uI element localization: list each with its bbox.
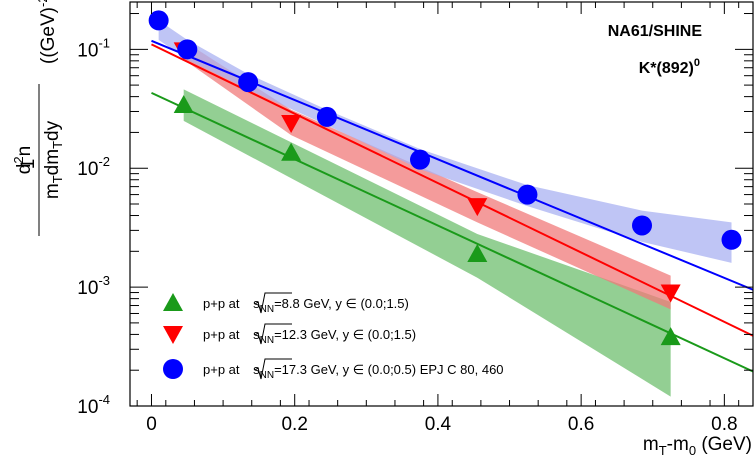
y-tick-label-2: 10-3 xyxy=(77,273,110,299)
legend-marker-series-3 xyxy=(163,359,183,379)
y-tick-label-1: 10-4 xyxy=(77,392,110,418)
y-tick-label-4: 10-1 xyxy=(77,35,110,61)
legend: p+p at sNN=8.8 GeV, y ∈ (0.0;1.5) p+p at … xyxy=(163,292,504,381)
legend-label-series-1: p+p at sNN=8.8 GeV, y ∈ (0.0;1.5) xyxy=(203,296,409,315)
annotation: NA61/SHINE K*(892)0 xyxy=(608,23,703,77)
x-tick-label-1: 0 xyxy=(146,414,157,435)
point-series-3-3 xyxy=(238,72,259,93)
point-series-3-7 xyxy=(632,215,653,236)
legend-sqrt-sign-series-1 xyxy=(254,292,292,314)
band-series-2 xyxy=(183,40,671,310)
axes-ticks: 0 0.2 0.4 0.6 0.8 10-4 10-3 10-2 10-1 xyxy=(77,2,753,435)
legend-marker-series-2 xyxy=(163,326,183,344)
x-tick-label-2: 0.2 xyxy=(281,414,307,435)
point-series-1-2 xyxy=(281,142,302,161)
point-series-3-4 xyxy=(316,106,337,127)
point-series-2-2 xyxy=(281,115,302,134)
point-series-3-8 xyxy=(721,229,742,250)
y-tick-label-3: 10-2 xyxy=(77,154,110,180)
point-series-2-4 xyxy=(660,284,681,303)
y-label-numerator: d2n xyxy=(11,146,35,174)
annotation-particle-sup: 0 xyxy=(694,57,700,69)
data-points xyxy=(148,10,742,346)
x-tick-label-5: 0.8 xyxy=(711,414,737,435)
x-axis-label: mT-m0 (GeV) xyxy=(643,434,752,458)
legend-label-series-2: p+p at sNN=12.3 GeV, y ∈ (0.0;1.5) xyxy=(203,327,416,346)
band-series-3 xyxy=(158,20,732,263)
uncertainty-bands xyxy=(158,20,732,397)
legend-label-series-3: p+p at sNN=17.3 GeV, y ∈ (0.0;0.5) EPJ C… xyxy=(203,362,504,381)
point-series-1-1 xyxy=(173,95,194,114)
annotation-particle: K*(892)0 xyxy=(639,57,700,77)
x-tick-label-4: 0.6 xyxy=(568,414,594,435)
point-series-1-3 xyxy=(467,243,488,262)
y-label-units: ((GeV)-2) xyxy=(35,0,59,64)
point-series-3-1 xyxy=(148,10,169,31)
y-label-denominator: mTdmTdy xyxy=(42,120,65,199)
band-series-1 xyxy=(183,89,671,397)
point-series-1-4 xyxy=(660,327,681,346)
y-axis-label: 1 mTdmTdy d2n ((GeV)-2) xyxy=(11,0,65,236)
point-series-3-2 xyxy=(177,39,198,60)
point-series-2-3 xyxy=(467,198,488,217)
annotation-particle-name: K*(892) xyxy=(639,60,694,77)
annotation-experiment: NA61/SHINE xyxy=(608,23,703,40)
legend-sqrt-sign-series-3 xyxy=(254,358,292,380)
legend-sqrt-sign-series-2 xyxy=(254,323,292,345)
fit-line-series-1 xyxy=(151,91,754,373)
point-series-3-6 xyxy=(517,184,538,205)
x-tick-label-3: 0.4 xyxy=(425,414,452,435)
legend-marker-series-1 xyxy=(163,293,183,311)
point-series-3-5 xyxy=(410,149,431,170)
fit-line-series-2 xyxy=(151,43,754,337)
y-label-one: 1 xyxy=(18,159,39,170)
